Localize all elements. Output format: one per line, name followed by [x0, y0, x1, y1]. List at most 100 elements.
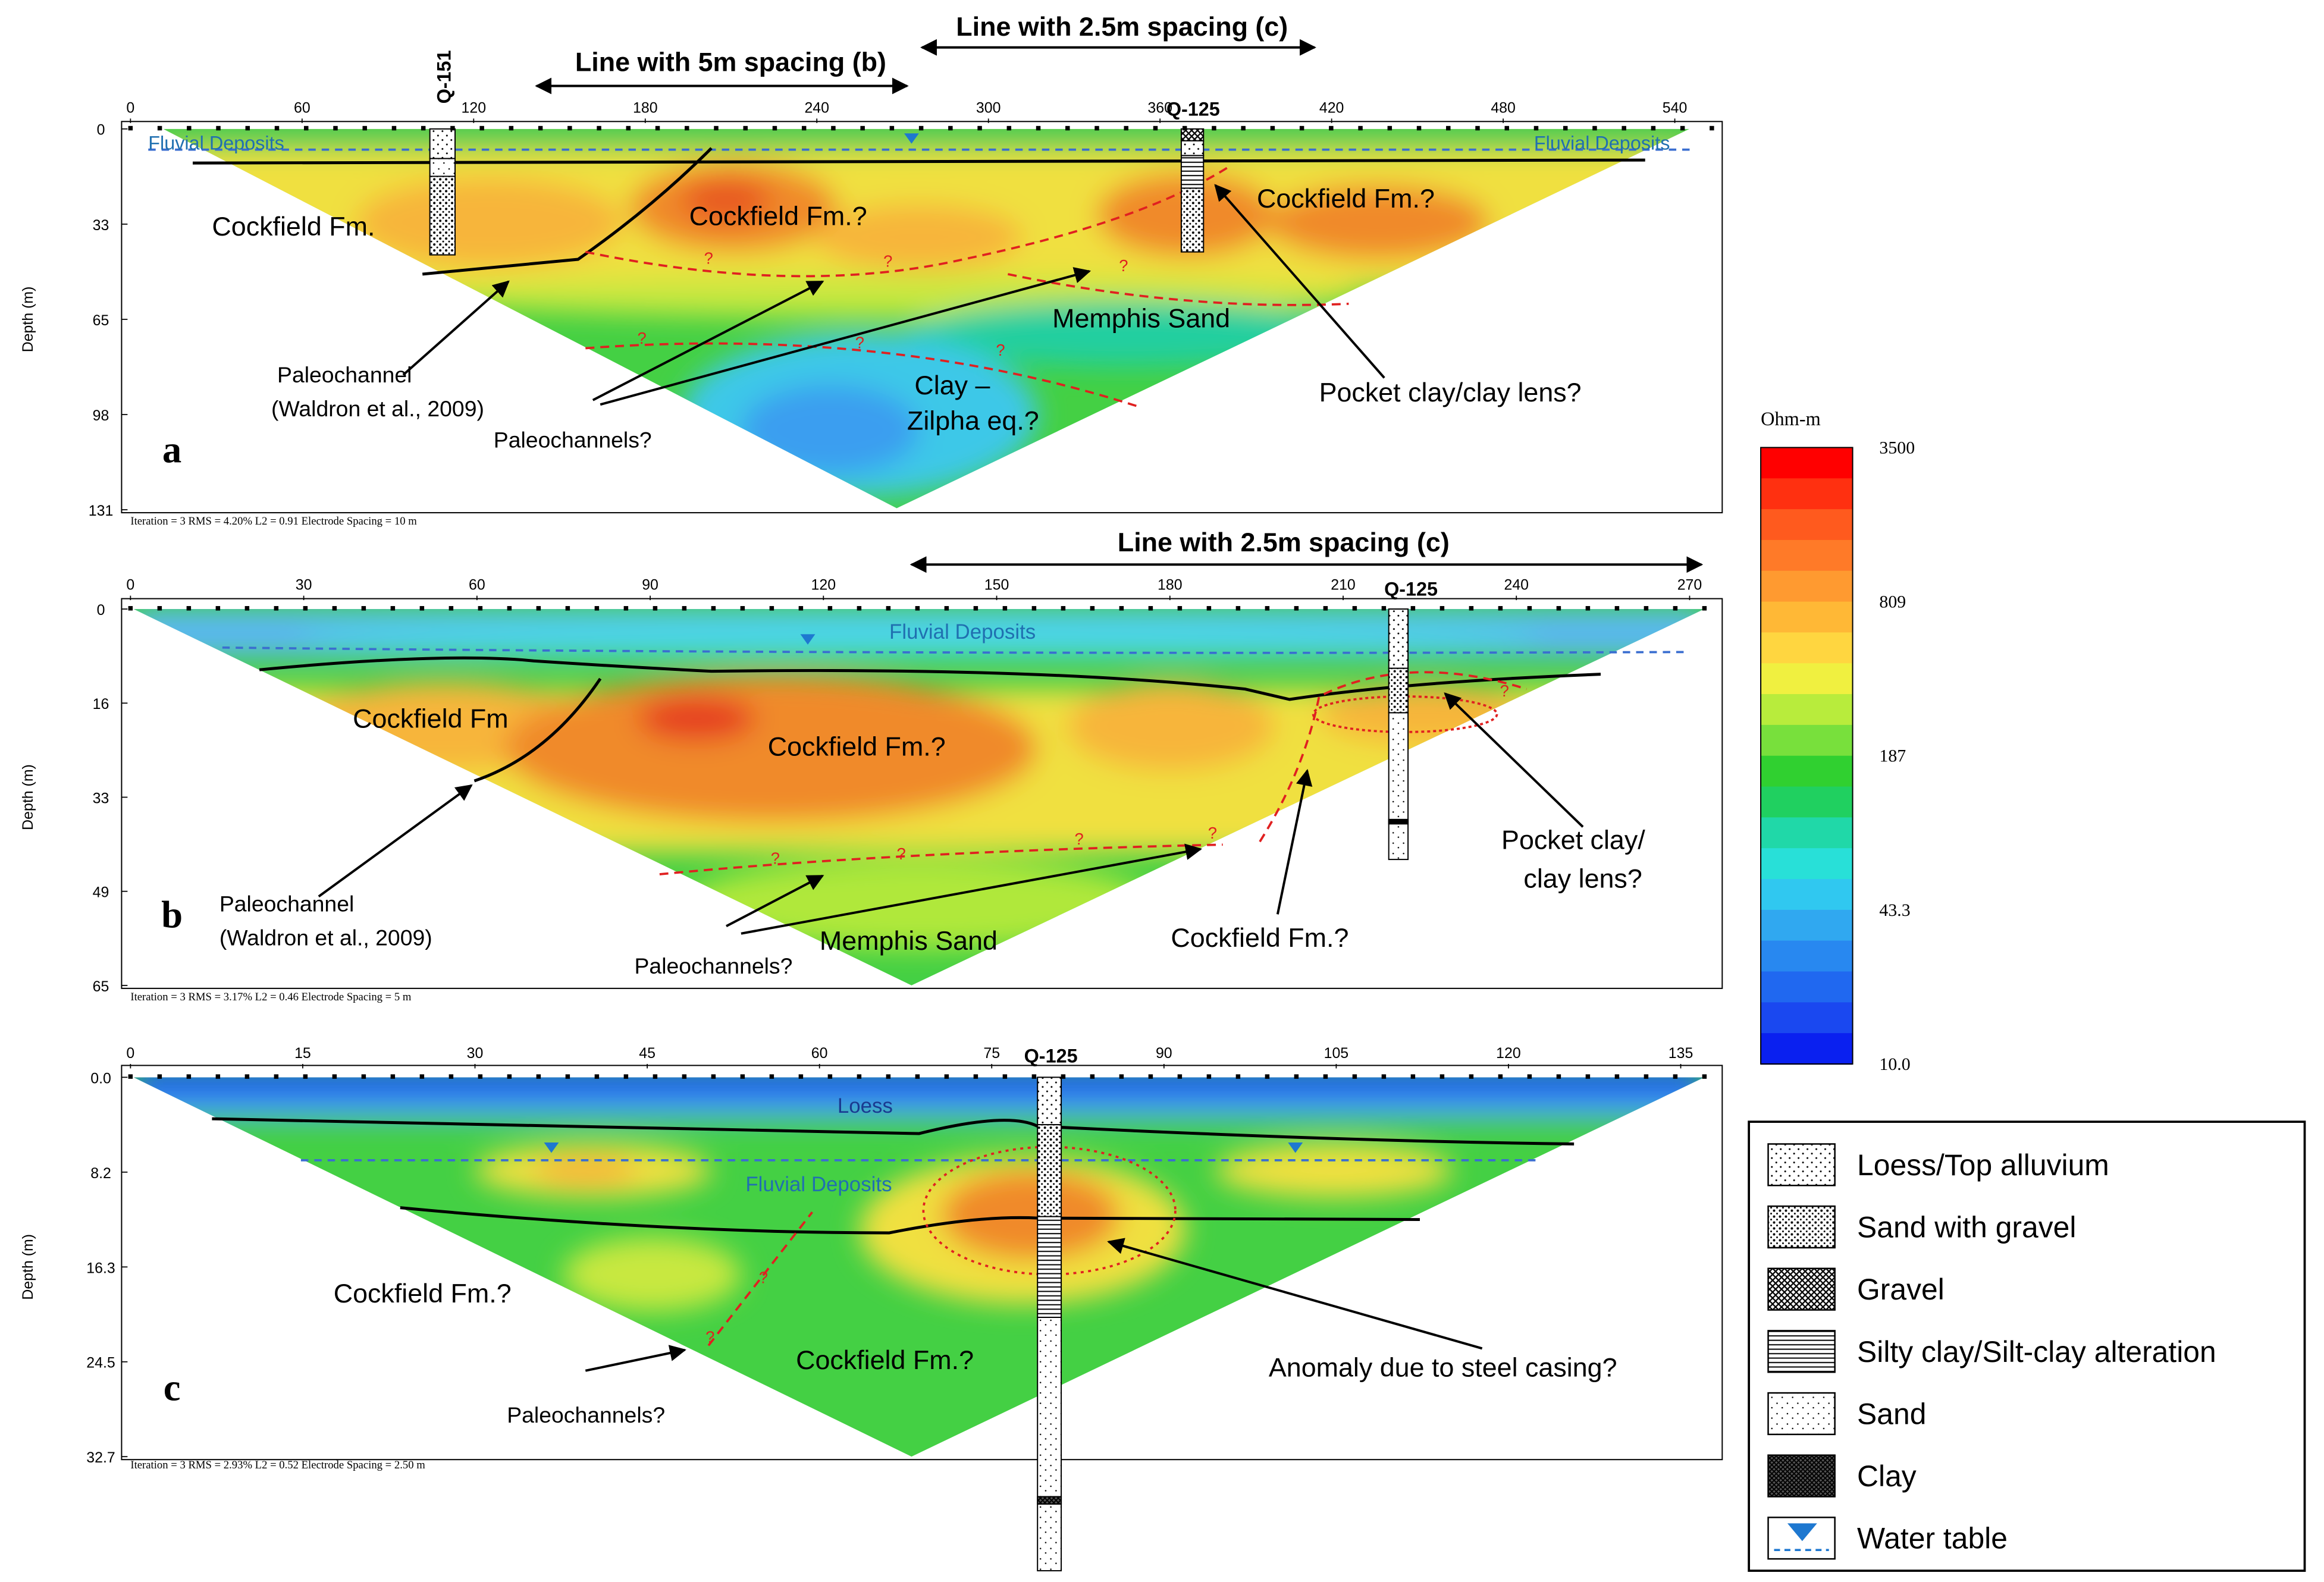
annotation: Cockfield Fm.?	[334, 1278, 512, 1308]
legend-swatch	[1767, 1454, 1836, 1498]
colorbar-band	[1761, 663, 1853, 695]
colorbar-band	[1761, 786, 1853, 818]
panel-letter: a	[162, 428, 181, 471]
question-mark: ?	[771, 849, 780, 868]
electrode	[1702, 606, 1707, 611]
colorbar-band	[1761, 570, 1853, 602]
legend-swatch	[1767, 1392, 1836, 1436]
electrode	[216, 125, 221, 131]
electrode	[973, 606, 978, 611]
electrode	[1475, 125, 1480, 131]
y-tick-label: 0.0	[90, 1070, 111, 1087]
electrode	[1323, 1074, 1328, 1079]
electrode	[1556, 1074, 1561, 1079]
electrode	[157, 606, 162, 611]
electrode	[1416, 125, 1422, 131]
electrode	[509, 125, 514, 131]
electrode	[186, 606, 192, 611]
electrode	[1124, 125, 1128, 131]
colorbar-band	[1761, 447, 1853, 479]
electrode	[1469, 606, 1474, 611]
electrode	[886, 606, 891, 611]
y-tick-label: 98	[93, 407, 109, 424]
electrode	[1622, 125, 1626, 131]
electrode	[1498, 1074, 1503, 1079]
resistivity-section-c	[133, 1077, 1705, 1457]
legend-label: Silty clay/Silt-clay alteration	[1857, 1335, 2216, 1368]
electrode	[215, 1074, 221, 1079]
electrode	[831, 125, 836, 131]
x-tick-label: 0	[126, 577, 134, 594]
colorbar-band	[1761, 1002, 1853, 1034]
panel-letter: c	[164, 1367, 181, 1410]
electrode	[857, 1074, 862, 1079]
annotation: Paleochannels?	[494, 427, 652, 452]
electrode	[274, 1074, 279, 1079]
electrode	[1036, 125, 1041, 131]
electrode	[1439, 606, 1445, 611]
electrode	[1352, 1074, 1357, 1079]
y-tick-label: 49	[93, 884, 109, 901]
annotation: Memphis Sand	[1052, 303, 1230, 334]
electrode	[1323, 606, 1328, 611]
legend-box	[1748, 1120, 2306, 1572]
electrode	[478, 606, 483, 611]
colorbar-label: 187	[1879, 746, 1906, 766]
colorbar-label: 809	[1879, 592, 1906, 612]
electrode	[1212, 125, 1216, 131]
electrode	[711, 606, 716, 611]
x-tick-label: 75	[983, 1045, 1000, 1062]
footer: Iteration = 3 RMS = 4.20% L2 = 0.91 Elec…	[130, 515, 417, 528]
annotation: Fluvial Deposits	[1534, 133, 1670, 154]
electrode	[1241, 125, 1246, 131]
colorbar-frame	[1760, 447, 1853, 1065]
electrode	[944, 1074, 949, 1079]
x-tick-label: 360	[1147, 99, 1172, 116]
electrode	[1206, 1074, 1212, 1079]
x-tick-label: 120	[1496, 1045, 1521, 1062]
well-label: Q-125	[1384, 579, 1438, 600]
annotation: (Waldron et al., 2009)	[219, 925, 432, 950]
annotation: Cockfield Fm.?	[1171, 922, 1348, 953]
electrode	[567, 125, 572, 131]
annotation: Fluvial Deposits	[745, 1173, 892, 1196]
electrode	[390, 606, 396, 611]
x-tick-label: 45	[639, 1045, 656, 1062]
electrode	[1644, 1074, 1649, 1079]
y-tick-label: 8.2	[90, 1165, 111, 1182]
legend-water-table	[1787, 1523, 1817, 1542]
annotation: Cockfield Fm.?	[796, 1345, 974, 1375]
x-tick-label: 210	[1331, 577, 1356, 594]
x-tick-label: 180	[633, 99, 658, 116]
electrode	[332, 606, 337, 611]
electrode	[1498, 606, 1503, 611]
x-tick-label: 180	[1158, 577, 1183, 594]
spacing-label: Line with 2.5m spacing (c)	[956, 11, 1288, 42]
electrode	[714, 125, 719, 131]
question-mark: ?	[1500, 682, 1509, 700]
spacing-label: Line with 2.5m spacing (c)	[1118, 527, 1450, 557]
electrode	[626, 125, 631, 131]
colorbar-band	[1761, 601, 1853, 633]
legend-label: Gravel	[1857, 1273, 1944, 1306]
electrode	[1527, 1074, 1532, 1079]
electrode	[333, 125, 338, 131]
electrode	[391, 125, 397, 131]
x-tick-label: 0	[126, 1045, 134, 1062]
electrode	[798, 1074, 804, 1079]
question-marks: ? ? ? ? ? ? ? ? ? ? ? ? ?	[637, 249, 1508, 1346]
x-tick-label: 300	[976, 99, 1001, 116]
electrode	[274, 606, 279, 611]
electrode	[801, 125, 807, 131]
electrode	[303, 1074, 308, 1079]
annotation: Pocket clay/clay lens?	[1319, 377, 1582, 407]
electrode	[827, 1074, 833, 1079]
annotation: Loess	[838, 1094, 893, 1118]
x-tick-label: 30	[296, 577, 312, 594]
electrode	[419, 1074, 425, 1079]
electrode	[769, 606, 774, 611]
y-axis-title: Depth (m)	[20, 1234, 36, 1300]
electrode	[128, 125, 133, 131]
electrode	[1592, 125, 1597, 131]
x-tick-label: 120	[462, 99, 487, 116]
